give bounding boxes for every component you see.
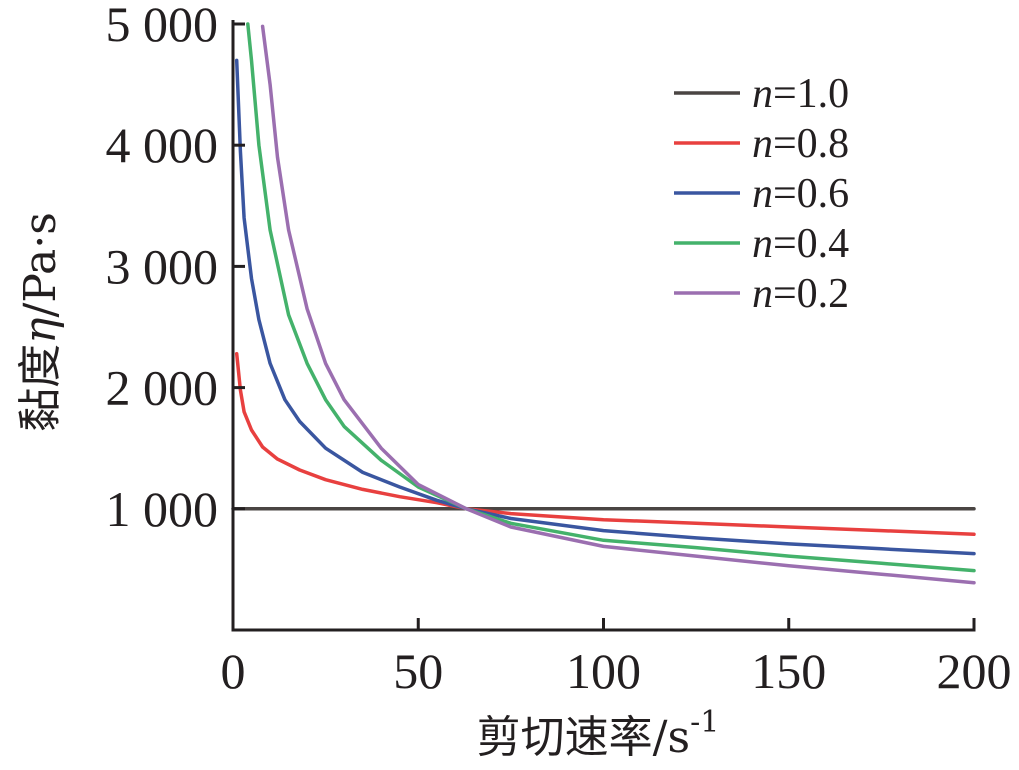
legend-label-0: n=1.0 [752,71,849,117]
axes-group [231,20,976,632]
legend-label-3: n=0.4 [752,221,849,267]
legend-label-1: n=0.8 [752,121,849,167]
y-tick-label-0: 1 000 [106,481,219,537]
y-tick-label-4: 5 000 [106,0,219,52]
series-line-4 [260,24,976,585]
legend: n=1.0n=0.8n=0.6n=0.4n=0.2 [674,71,849,317]
x-tick-label-1: 50 [393,643,443,699]
y-tick-label-3: 4 000 [106,117,219,173]
x-axis-label: 剪切速率/s-1 [477,705,720,763]
series-line-3 [246,22,976,573]
curves-group [231,22,976,585]
series-line-2 [234,58,976,556]
x-tick-label-2: 100 [566,643,641,699]
x-tick-label-3: 150 [751,643,826,699]
x-tick-label-0: 0 [221,643,246,699]
y-tick-label-1: 2 000 [106,360,219,416]
legend-label-4: n=0.2 [752,271,849,317]
series-line-1 [234,351,976,537]
y-tick-labels: 1 000 2 000 3 000 4 000 5 000 [106,0,219,537]
x-tick-labels: 0 50 100 150 200 [221,643,1012,699]
y-axis-label: 黏度η/Pa·s [15,212,66,432]
legend-label-2: n=0.6 [752,171,849,217]
y-tick-label-2: 3 000 [106,238,219,294]
x-tick-label-4: 200 [937,643,1012,699]
